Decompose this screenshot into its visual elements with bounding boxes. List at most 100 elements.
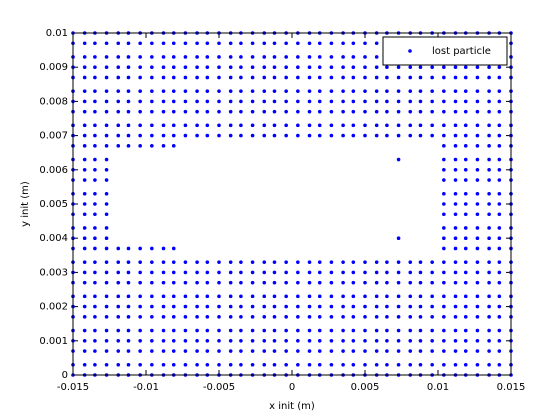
point — [385, 328, 389, 333]
point — [205, 123, 210, 128]
point — [453, 226, 458, 230]
point — [475, 328, 480, 333]
point — [396, 65, 401, 69]
point — [126, 304, 131, 309]
point — [296, 280, 300, 285]
point — [475, 315, 480, 319]
point — [104, 133, 109, 138]
point — [195, 75, 199, 80]
point — [205, 328, 210, 333]
point — [171, 75, 176, 80]
point — [138, 89, 142, 93]
point — [272, 133, 277, 138]
point — [385, 123, 389, 128]
point — [262, 123, 267, 128]
point — [183, 41, 188, 46]
point — [442, 236, 446, 240]
point — [205, 304, 210, 309]
point — [150, 294, 154, 299]
point — [463, 280, 468, 285]
point — [463, 246, 468, 251]
point — [363, 109, 367, 114]
point — [116, 109, 121, 114]
point — [317, 123, 322, 128]
point — [116, 362, 121, 367]
point — [363, 99, 367, 104]
point — [183, 133, 188, 138]
point — [93, 362, 97, 367]
point — [307, 99, 312, 104]
point — [317, 304, 322, 309]
point — [93, 89, 97, 93]
point — [329, 294, 334, 299]
point — [497, 109, 502, 114]
point — [250, 280, 255, 285]
point — [408, 328, 413, 333]
point — [296, 65, 300, 69]
point — [272, 99, 277, 104]
point — [487, 246, 491, 251]
point — [351, 99, 356, 104]
point — [329, 55, 334, 59]
point — [329, 328, 334, 333]
point — [116, 123, 121, 128]
point — [487, 157, 491, 162]
point — [453, 178, 458, 182]
point — [487, 99, 491, 104]
point — [351, 260, 356, 264]
point — [104, 260, 109, 264]
point — [262, 362, 267, 367]
point — [317, 294, 322, 299]
point — [296, 328, 300, 333]
point — [363, 65, 367, 69]
point — [463, 236, 468, 240]
point — [296, 362, 300, 367]
point — [396, 294, 401, 299]
point — [183, 315, 188, 319]
point — [272, 65, 277, 69]
point — [374, 328, 379, 333]
point — [93, 123, 97, 128]
point — [93, 133, 97, 138]
point — [296, 55, 300, 59]
point — [453, 75, 458, 80]
point — [284, 304, 288, 309]
point — [487, 109, 491, 114]
point — [126, 339, 131, 343]
point — [93, 339, 97, 343]
point — [341, 349, 345, 353]
point — [351, 41, 356, 46]
point — [296, 304, 300, 309]
point — [284, 123, 288, 128]
point — [205, 349, 210, 353]
point — [262, 65, 267, 69]
point — [250, 349, 255, 353]
point — [250, 65, 255, 69]
point — [272, 109, 277, 114]
point — [307, 75, 312, 80]
point — [161, 339, 166, 343]
point — [104, 349, 109, 353]
point — [351, 349, 356, 353]
y-tick-label: 0 — [62, 370, 68, 381]
point — [351, 304, 356, 309]
point — [150, 362, 154, 367]
point — [171, 260, 176, 264]
point — [374, 99, 379, 104]
point — [374, 75, 379, 80]
point — [487, 339, 491, 343]
point — [272, 270, 277, 275]
point — [228, 75, 233, 80]
point — [116, 294, 121, 299]
point — [430, 123, 434, 128]
point — [228, 328, 233, 333]
point — [262, 270, 267, 275]
point — [453, 362, 458, 367]
point — [116, 99, 121, 104]
point — [150, 349, 154, 353]
point — [161, 270, 166, 275]
point — [475, 339, 480, 343]
point — [487, 226, 491, 230]
point — [487, 260, 491, 264]
point — [161, 75, 166, 80]
